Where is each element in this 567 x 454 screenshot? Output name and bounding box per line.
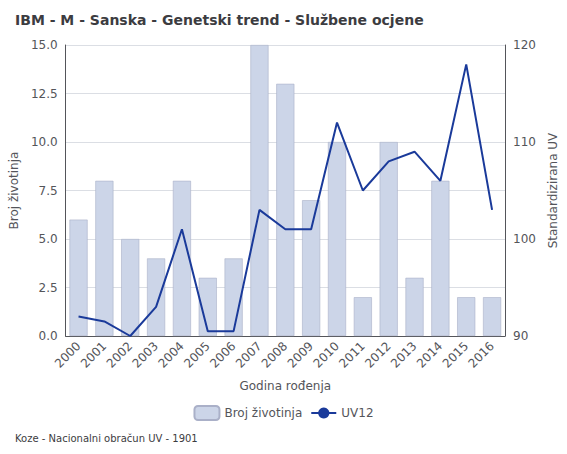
svg-text:IBM - M - Sanska - Genetski tr: IBM - M - Sanska - Genetski trend - Služ… bbox=[15, 12, 424, 28]
svg-text:110: 110 bbox=[513, 135, 536, 149]
svg-text:2009: 2009 bbox=[285, 339, 316, 370]
svg-text:12.5: 12.5 bbox=[31, 87, 58, 101]
svg-text:0.0: 0.0 bbox=[39, 329, 58, 343]
svg-text:Broj životinja: Broj životinja bbox=[7, 152, 21, 230]
svg-text:UV12: UV12 bbox=[341, 406, 373, 420]
svg-text:120: 120 bbox=[513, 38, 536, 52]
svg-text:2006: 2006 bbox=[207, 339, 238, 370]
svg-text:2014: 2014 bbox=[414, 339, 445, 370]
svg-text:2004: 2004 bbox=[155, 339, 186, 370]
svg-text:2002: 2002 bbox=[104, 339, 135, 370]
svg-text:Godina rođenja: Godina rođenja bbox=[239, 379, 331, 393]
svg-text:2015: 2015 bbox=[440, 339, 471, 370]
svg-text:2001: 2001 bbox=[78, 339, 109, 370]
svg-text:100: 100 bbox=[513, 232, 536, 246]
svg-text:7.5: 7.5 bbox=[39, 184, 58, 198]
svg-text:90: 90 bbox=[513, 329, 528, 343]
svg-text:2016: 2016 bbox=[466, 339, 497, 370]
svg-text:2007: 2007 bbox=[233, 339, 264, 370]
svg-text:10.0: 10.0 bbox=[31, 135, 58, 149]
svg-text:2.5: 2.5 bbox=[39, 281, 58, 295]
svg-text:2010: 2010 bbox=[310, 339, 341, 370]
svg-text:2012: 2012 bbox=[362, 339, 393, 370]
svg-text:2011: 2011 bbox=[336, 339, 367, 370]
svg-text:Standardizirana UV: Standardizirana UV bbox=[546, 132, 560, 248]
svg-text:15.0: 15.0 bbox=[31, 38, 58, 52]
svg-text:5.0: 5.0 bbox=[39, 232, 58, 246]
svg-text:Koze - Nacionalni obračun UV -: Koze - Nacionalni obračun UV - 1901 bbox=[15, 433, 198, 444]
svg-text:2013: 2013 bbox=[388, 339, 419, 370]
svg-text:2000: 2000 bbox=[52, 339, 83, 370]
svg-text:2003: 2003 bbox=[130, 339, 161, 370]
svg-text:2005: 2005 bbox=[181, 339, 212, 370]
svg-text:2008: 2008 bbox=[259, 339, 290, 370]
svg-text:Broj životinja: Broj životinja bbox=[224, 406, 302, 420]
